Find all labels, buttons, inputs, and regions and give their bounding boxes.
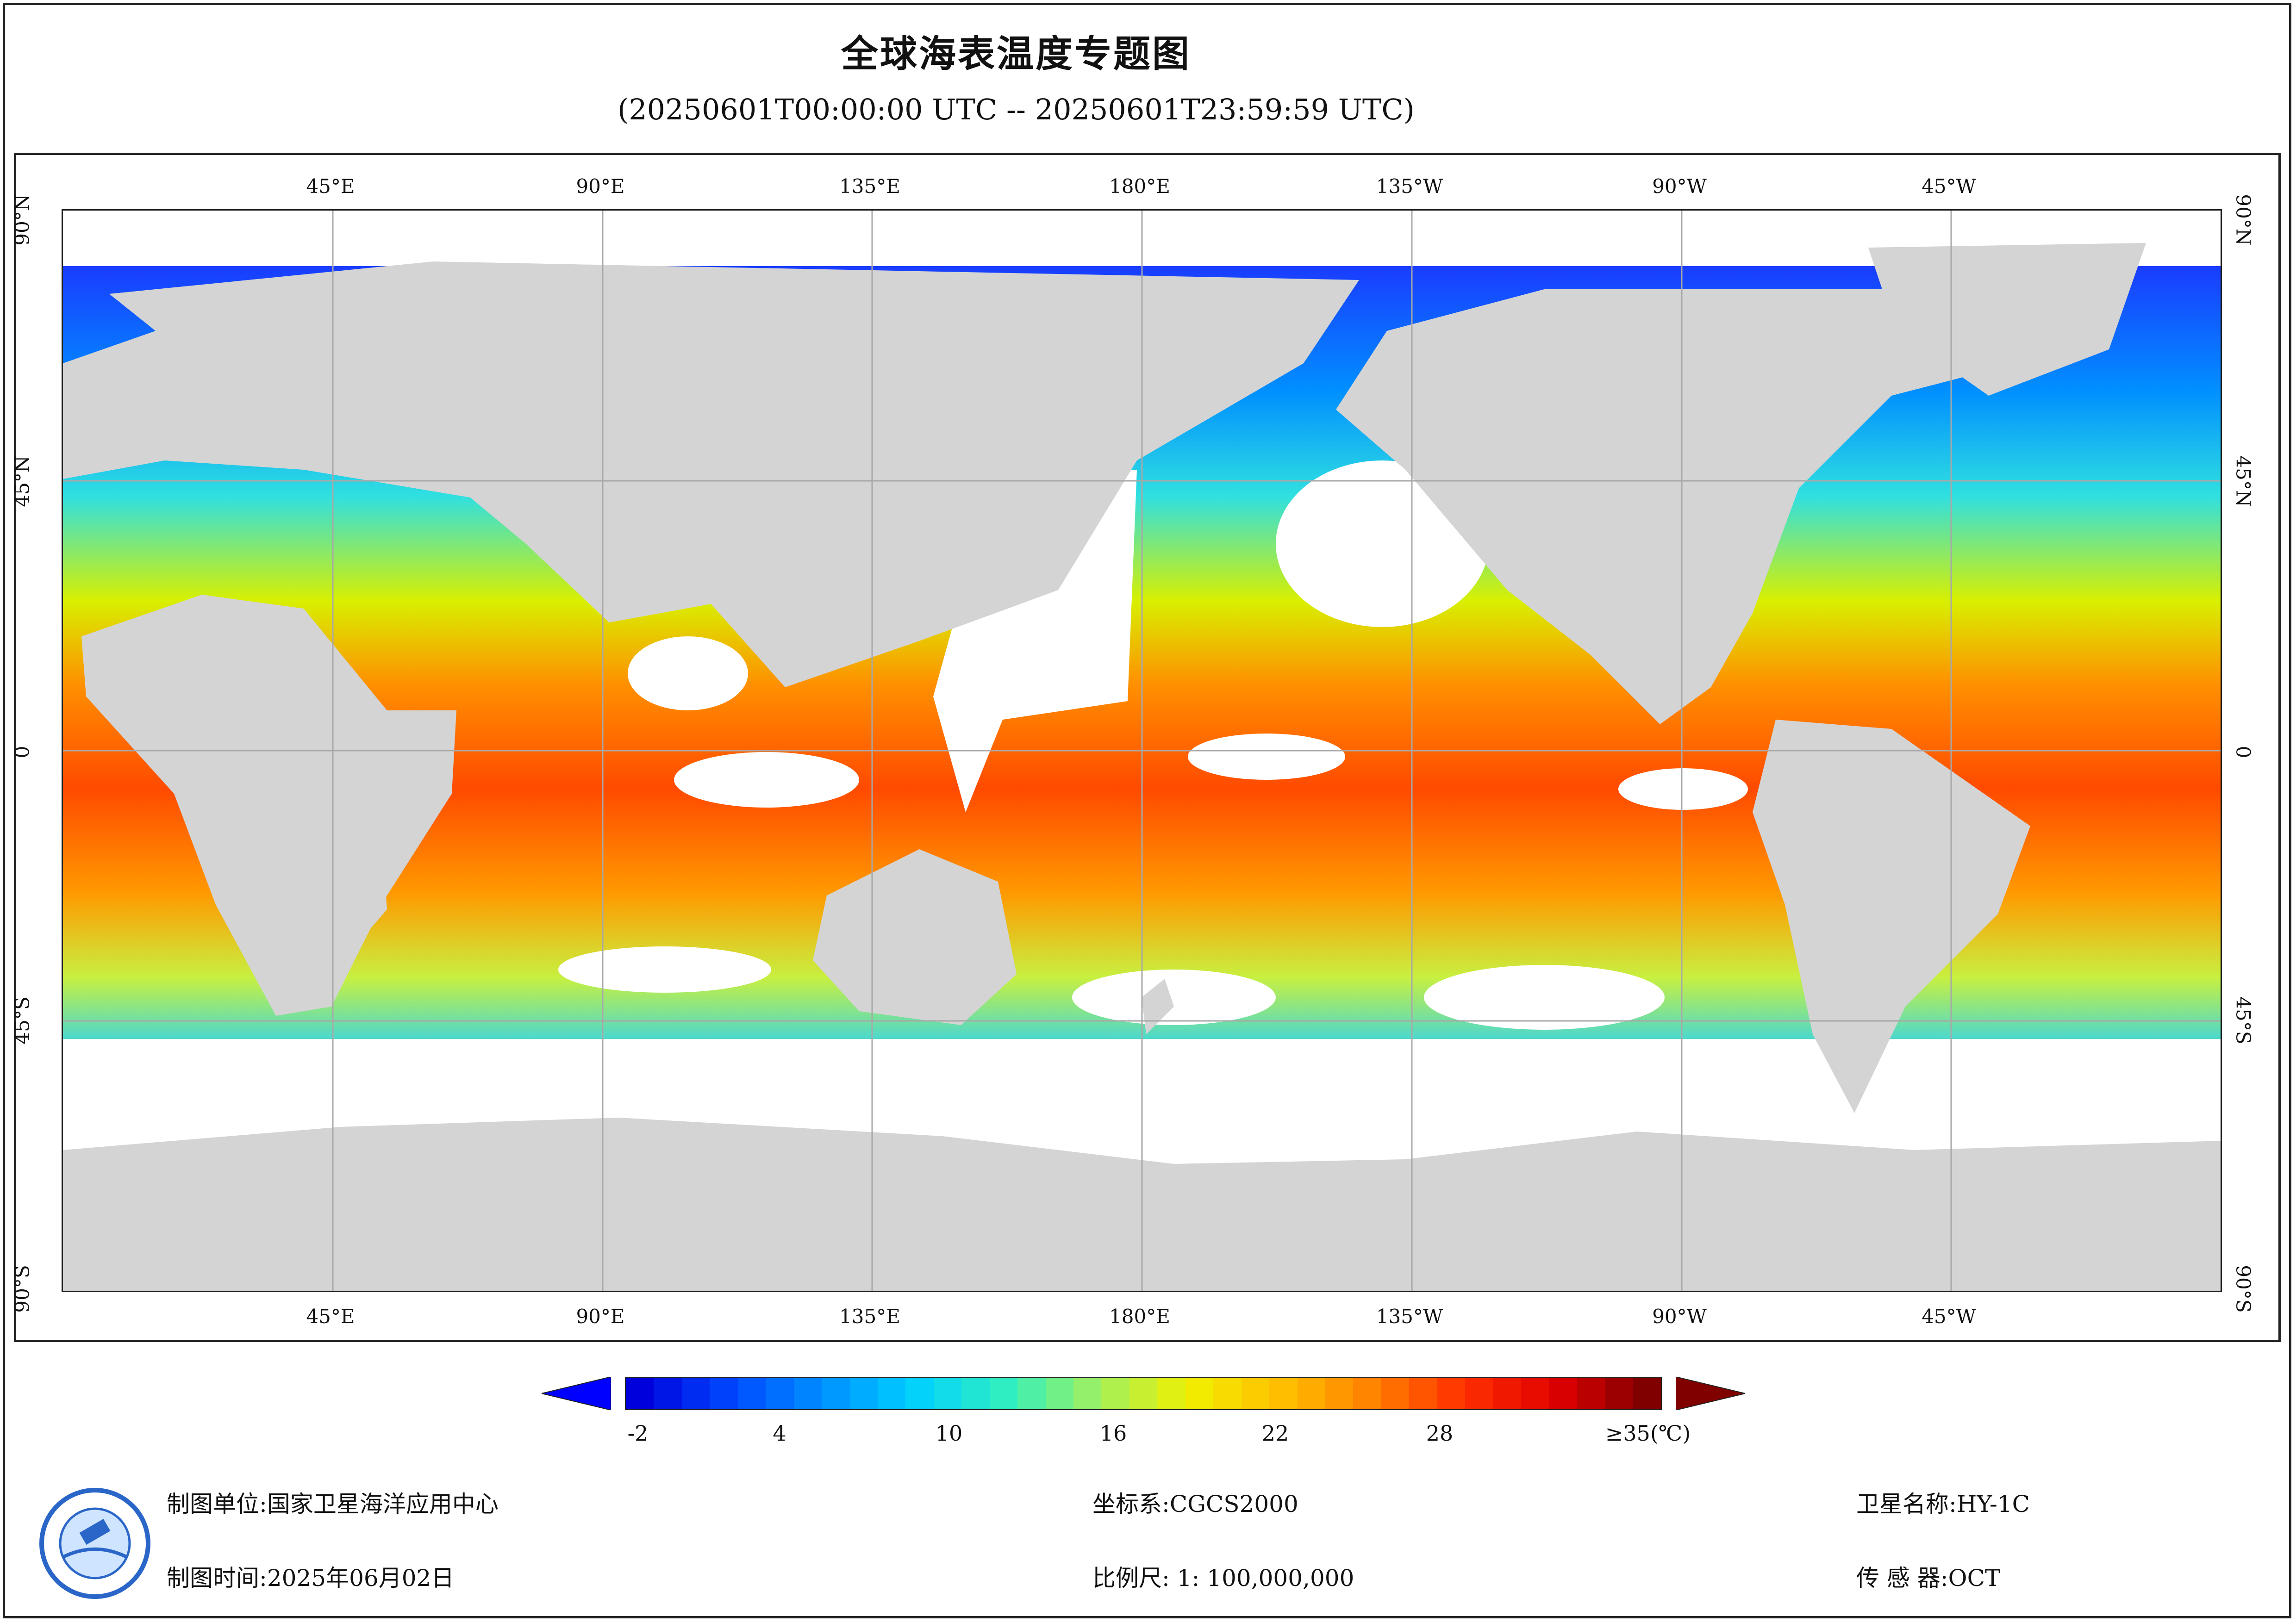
colorbar-segment — [1633, 1378, 1661, 1409]
coordinate-system: 坐标系:CGCS2000 — [1092, 1491, 1298, 1517]
colorbar — [542, 1372, 1745, 1414]
colorbar-segment — [1129, 1378, 1158, 1409]
lon-label-bottom: 135°E — [839, 1305, 900, 1328]
colorbar-tick: -2 — [627, 1421, 649, 1446]
lat-label-right: 90°S — [2232, 1265, 2255, 1313]
colorbar-segment — [1269, 1378, 1298, 1409]
colorbar-segment — [626, 1378, 654, 1409]
lon-label-top: 45°W — [1922, 175, 1976, 198]
lat-label-left: 90°S — [11, 1265, 34, 1313]
colorbar-segment — [877, 1378, 906, 1409]
lon-label-bottom: 90°E — [576, 1305, 625, 1328]
lat-label-right: 45°S — [2232, 996, 2255, 1045]
lon-label-bottom: 180°E — [1109, 1305, 1170, 1328]
sensor-name: 传 感 器:OCT — [1856, 1565, 2001, 1592]
over-arrow-icon — [1676, 1377, 1745, 1410]
map-scale: 比例尺: 1: 100,000,000 — [1092, 1565, 1354, 1592]
lon-label-top: 135°W — [1376, 175, 1443, 198]
lon-label-top: 90°W — [1652, 175, 1707, 198]
lat-label-right: 90°N — [2232, 194, 2255, 246]
satellite-name: 卫星名称:HY-1C — [1856, 1491, 2030, 1517]
colorbar-segment — [989, 1378, 1018, 1409]
colorbar-segment — [849, 1378, 878, 1409]
colorbar-segment — [1521, 1378, 1549, 1409]
colorbar-segment — [1017, 1378, 1046, 1409]
colorbar-segment — [737, 1378, 766, 1409]
colorbar-segment — [1045, 1378, 1073, 1409]
lon-label-bottom: 45°W — [1922, 1305, 1976, 1328]
lon-label-bottom: 90°W — [1652, 1305, 1707, 1328]
colorbar-segment — [1493, 1378, 1521, 1409]
colorbar-tick: 4 — [773, 1421, 786, 1446]
page-border — [3, 3, 2291, 1618]
lon-label-top: 180°E — [1109, 175, 1170, 198]
colorbar-segment — [1297, 1378, 1325, 1409]
colorbar-segment — [1465, 1378, 1493, 1409]
colorbar-tick: 16 — [1099, 1421, 1127, 1446]
colorbar-tick: 10 — [935, 1421, 963, 1446]
lat-label-left: 45°S — [11, 996, 34, 1045]
colorbar-segment — [1577, 1378, 1605, 1409]
lon-label-top: 45°E — [306, 175, 355, 198]
colorbar-segment — [654, 1378, 682, 1409]
nsoas-logo-icon — [39, 1488, 150, 1599]
lon-label-top: 90°E — [576, 175, 625, 198]
colorbar-segment — [1241, 1378, 1270, 1409]
map-title: 全球海表温度专题图 — [841, 32, 1191, 75]
colorbar-segment — [905, 1378, 934, 1409]
colorbar-segment — [710, 1378, 738, 1409]
colorbar-tick: 28 — [1426, 1421, 1454, 1446]
colorbar-segment — [933, 1378, 962, 1409]
lon-label-bottom: 45°E — [306, 1305, 355, 1328]
lat-label-left: 90°N — [11, 194, 34, 246]
map-frame — [14, 153, 2281, 1342]
colorbar-segment — [1157, 1378, 1185, 1409]
colorbar-segment — [822, 1378, 850, 1409]
colorbar-segment — [961, 1378, 990, 1409]
colorbar-segment — [1605, 1378, 1633, 1409]
lon-label-bottom: 135°W — [1376, 1305, 1443, 1328]
lat-label-left: 45°N — [11, 455, 34, 507]
under-arrow-icon — [542, 1377, 611, 1410]
colorbar-tick: ≥35(℃) — [1605, 1421, 1691, 1446]
colorbar-segment — [1353, 1378, 1381, 1409]
colorbar-segment — [1381, 1378, 1410, 1409]
colorbar-segment — [681, 1378, 710, 1409]
colorbar-tick: 22 — [1261, 1421, 1289, 1446]
colorbar-segment — [1549, 1378, 1577, 1409]
colorbar-segment — [766, 1378, 794, 1409]
lat-label-right: 45°N — [2232, 455, 2255, 507]
colorbar-gradient — [625, 1377, 1662, 1410]
colorbar-segment — [1437, 1378, 1466, 1409]
lon-label-top: 135°E — [839, 175, 900, 198]
map-time-range: (20250601T00:00:00 UTC -- 20250601T23:59… — [618, 93, 1415, 126]
graticule — [63, 211, 2221, 1291]
map-date: 制图时间:2025年06月02日 — [167, 1565, 455, 1592]
lat-label-left: 0 — [11, 746, 34, 759]
colorbar-segment — [1325, 1378, 1354, 1409]
colorbar-segment — [1409, 1378, 1437, 1409]
map-unit: 制图单位:国家卫星海洋应用中心 — [167, 1491, 499, 1517]
colorbar-segment — [1213, 1378, 1242, 1409]
colorbar-segment — [1101, 1378, 1129, 1409]
colorbar-segment — [793, 1378, 822, 1409]
sst-map[interactable] — [62, 209, 2222, 1292]
colorbar-segment — [1073, 1378, 1102, 1409]
colorbar-segment — [1185, 1378, 1214, 1409]
lat-label-right: 0 — [2232, 746, 2255, 759]
